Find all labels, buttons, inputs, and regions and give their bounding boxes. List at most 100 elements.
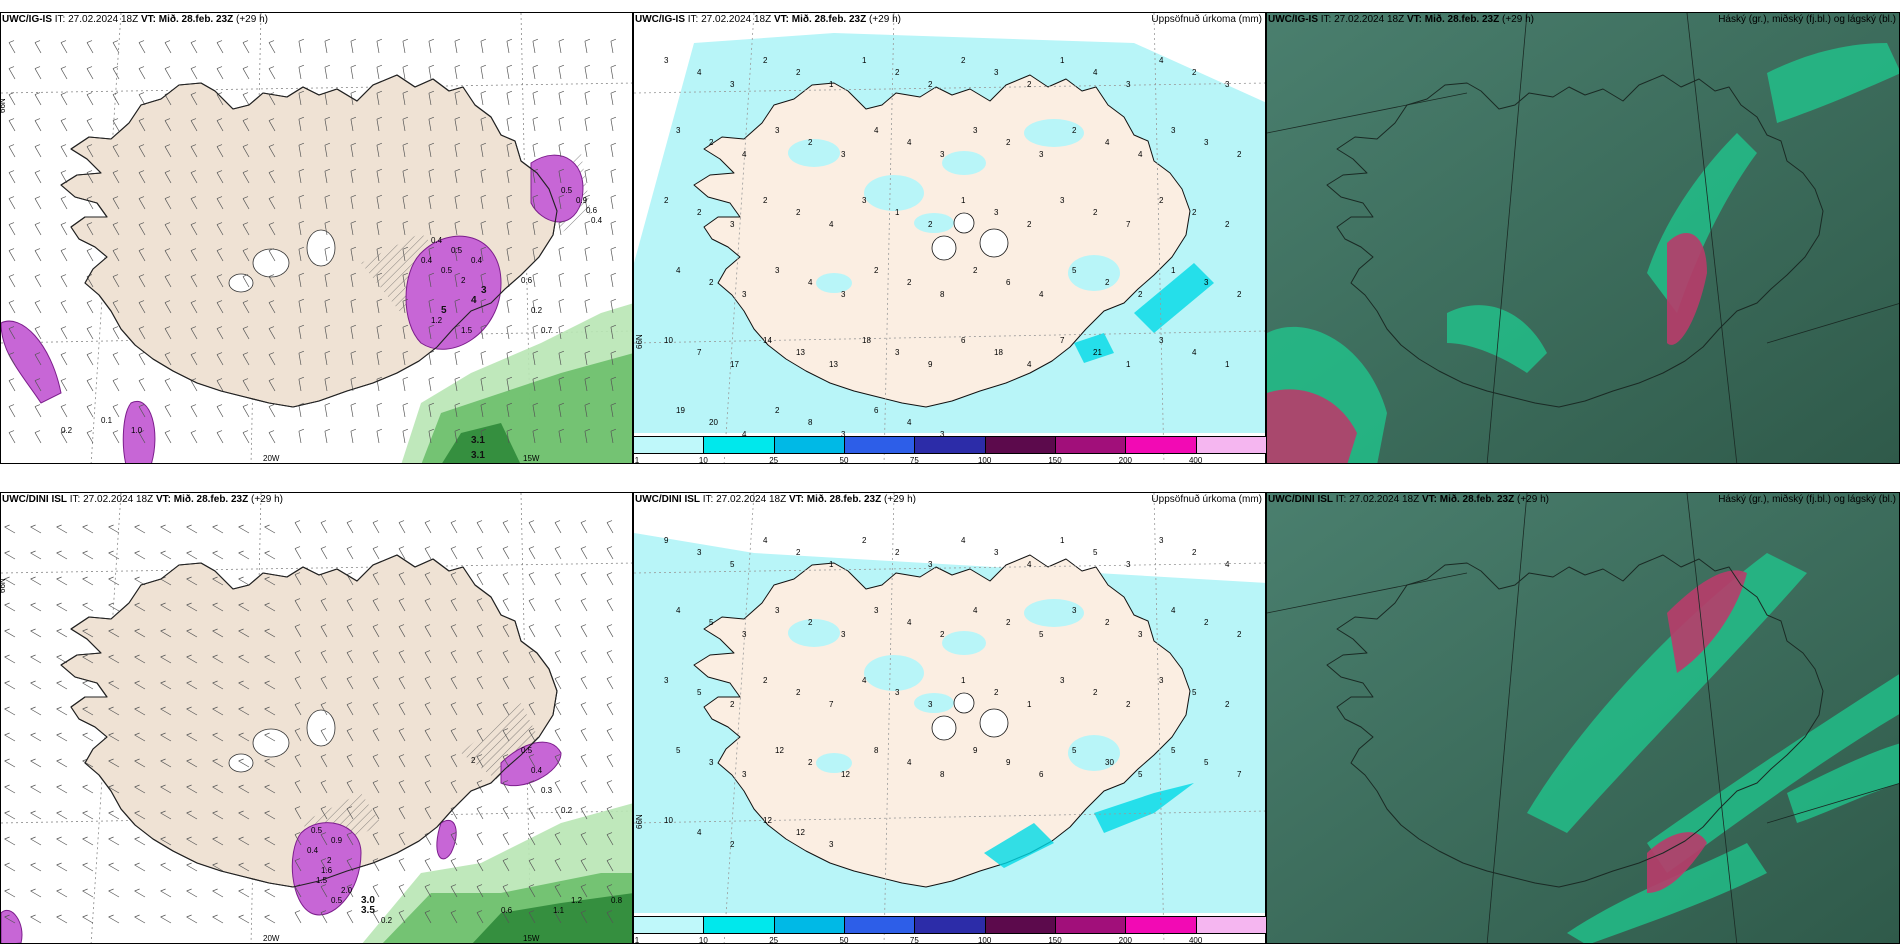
precip-value: 2 <box>1093 208 1098 217</box>
colorbar-tick: 25 <box>769 936 779 944</box>
precip-value: 3 <box>940 150 945 159</box>
precip-value: 5 <box>1093 548 1098 557</box>
precip-value: 4 <box>697 828 702 837</box>
precip-value: 3 <box>742 770 747 779</box>
precip-value: 2 <box>796 688 801 697</box>
map-frame <box>1266 492 1900 944</box>
colorbar-tick: 100 <box>977 456 992 464</box>
colorbar-tick: 1 <box>634 456 640 464</box>
precip-value: 3 <box>1204 278 1209 287</box>
precip-value: 4 <box>1039 290 1044 299</box>
map-frame: 66N 20W 15W 0.5 0.9 0.4 2 1.6 1.5 2.0 0.5 3.0 3.5 0.2… <box>0 492 633 944</box>
precip-value: 2 <box>730 840 735 849</box>
colorbar-swatch <box>1125 436 1197 454</box>
colorbar-tick: 25 <box>769 456 779 464</box>
precip-value: 2 <box>808 758 813 767</box>
precip-value: 0.4 <box>531 766 543 775</box>
precip-value: 3 <box>676 126 681 135</box>
precip-value: 2 <box>973 266 978 275</box>
colorbar-swatch <box>633 436 705 454</box>
precip-value: 4 <box>907 758 912 767</box>
colorbar-tick: 10 <box>698 936 708 944</box>
colorbar-swatch <box>1195 436 1266 454</box>
precip-value: 4 <box>1192 348 1197 357</box>
precip-value: 4 <box>973 606 978 615</box>
precip-value: 2 <box>1159 196 1164 205</box>
precip-value: 2 <box>928 220 933 229</box>
precip-value: 3 <box>829 840 834 849</box>
precip-value: 3 <box>664 676 669 685</box>
precip-value: 0.6 <box>586 206 598 215</box>
precip-value: 4 <box>1093 68 1098 77</box>
precip-value: 0.5 <box>521 746 533 755</box>
panel-title: Uppsöfnuð úrkoma (mm) <box>1151 14 1262 25</box>
precip-value: 4 <box>1159 56 1164 65</box>
precip-value: 3.5 <box>361 905 375 916</box>
precip-value: 2 <box>1192 548 1197 557</box>
precip-value: 4 <box>676 266 681 275</box>
precip-value: 2 <box>808 138 813 147</box>
precip-value: 3 <box>775 266 780 275</box>
precip-value: 13 <box>796 348 805 357</box>
precip-value: 1.6 <box>321 866 333 875</box>
precip-value: 3.1 <box>471 435 485 446</box>
precip-value: 17 <box>730 360 739 369</box>
precip-value: 0.9 <box>576 196 588 205</box>
precip-value: 3 <box>940 430 945 439</box>
precip-value: 6 <box>961 336 966 345</box>
precip-value: 2 <box>907 278 912 287</box>
precip-value: 3 <box>928 700 933 709</box>
panel-title: Háský (gr.), miðský (fj.bl.) og lágský (… <box>1718 494 1896 505</box>
precip-value: 1 <box>862 56 867 65</box>
precip-value: 2 <box>1204 618 1209 627</box>
precip-value: 2 <box>1138 290 1143 299</box>
colorbar-swatch <box>773 436 845 454</box>
precip-value: 2 <box>895 548 900 557</box>
precip-value: 0.5 <box>311 826 323 835</box>
precip-value: 4 <box>907 618 912 627</box>
colorbar-tick: 1 <box>634 936 640 944</box>
precip-value: 1.0 <box>131 426 143 435</box>
precip-value: 12 <box>775 746 784 755</box>
precip-value: 3 <box>1159 536 1164 545</box>
precip-value: 2 <box>796 68 801 77</box>
precip-value: 2 <box>1126 700 1131 709</box>
precip-value: 0.2 <box>561 806 573 815</box>
precip-value: 9 <box>928 360 933 369</box>
precip-value: 1 <box>829 560 834 569</box>
precip-value: 0.4 <box>471 256 483 265</box>
panel-top-wind: 66N 20W 15W 0.4 0.5 0.4 0.5 0.4 2 3 4 5 1.2 1.5 0.5 0.9… <box>0 12 633 464</box>
panel-top-cloud: UWC/IG-IS IT: 27.02.2024 18Z VT: Mið. 28… <box>1266 12 1900 464</box>
precip-value: 5 <box>1138 770 1143 779</box>
panel-title: Uppsöfnuð úrkoma (mm) <box>1151 494 1262 505</box>
colorbar-swatch <box>633 916 705 934</box>
precip-value: 12 <box>796 828 805 837</box>
precip-value: 1 <box>1060 536 1065 545</box>
precip-colorbar: 1 10 25 50 75 100 150 200 400 <box>633 436 1266 464</box>
precip-value: 1.5 <box>461 326 473 335</box>
precip-value: 4 <box>1138 150 1143 159</box>
precip-value: 12 <box>841 770 850 779</box>
precip-value: 2 <box>1027 220 1032 229</box>
precip-value: 4 <box>961 536 966 545</box>
precip-value: 5 <box>730 560 735 569</box>
precip-value: 3 <box>841 430 846 439</box>
precip-value: 2.0 <box>341 886 353 895</box>
precip-value: 20 <box>709 418 718 427</box>
colorbar-swatch <box>984 916 1056 934</box>
precip-value: 0.2 <box>381 916 393 925</box>
precip-value: 2 <box>1225 700 1230 709</box>
precip-value: 1 <box>895 208 900 217</box>
precip-value: 2 <box>327 856 332 865</box>
axis-label: 20W <box>263 454 280 463</box>
precip-value: 7 <box>1060 336 1065 345</box>
precip-value: 18 <box>994 348 1003 357</box>
axis-label: 15W <box>523 454 540 463</box>
precip-value: 4 <box>862 676 867 685</box>
precip-value: 10 <box>664 816 673 825</box>
colorbar-tick: 100 <box>977 936 992 944</box>
